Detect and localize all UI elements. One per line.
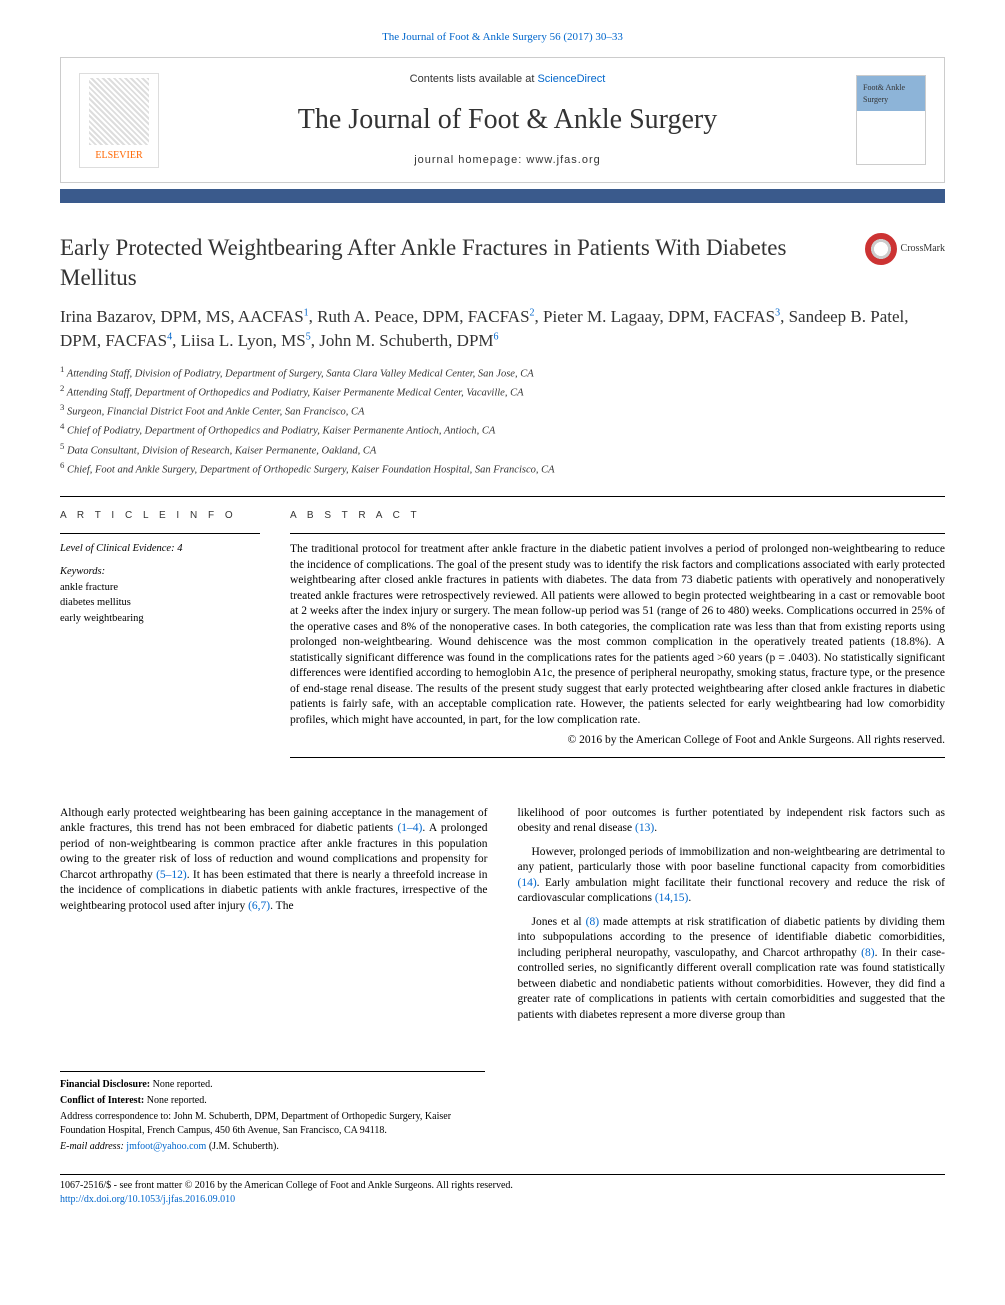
divider [290, 533, 945, 534]
journal-homepage: journal homepage: www.jfas.org [159, 153, 856, 168]
journal-header: ELSEVIER Contents lists available at Sci… [60, 57, 945, 183]
journal-cover-thumb: Foot& Ankle Surgery [856, 75, 926, 165]
article-title: Early Protected Weightbearing After Ankl… [60, 233, 845, 293]
crossmark-badge[interactable]: CrossMark [865, 233, 945, 265]
publisher-name: ELSEVIER [95, 149, 142, 163]
publisher-logo: ELSEVIER [79, 73, 159, 168]
homepage-url[interactable]: www.jfas.org [526, 154, 600, 166]
journal-title: The Journal of Foot & Ankle Surgery [159, 100, 856, 139]
elsevier-tree-icon [89, 78, 149, 145]
affiliations: 1 Attending Staff, Division of Podiatry,… [60, 363, 945, 479]
abstract-text: The traditional protocol for treatment a… [290, 542, 945, 728]
body-left-column: Although early protected weightbearing h… [60, 806, 488, 1032]
keywords-list: ankle fracturediabetes mellitusearly wei… [60, 580, 260, 627]
author-list: Irina Bazarov, DPM, MS, AACFAS1, Ruth A.… [60, 305, 945, 353]
correspondence-address: Address correspondence to: John M. Schub… [60, 1110, 485, 1138]
corresponding-email: E-mail address: jmfoot@yahoo.com (J.M. S… [60, 1140, 485, 1154]
doi-link[interactable]: http://dx.doi.org/10.1053/j.jfas.2016.09… [60, 1194, 235, 1205]
divider [60, 496, 945, 497]
sciencedirect-link[interactable]: ScienceDirect [537, 73, 605, 85]
page-footer: 1067-2516/$ - see front matter © 2016 by… [60, 1174, 945, 1207]
article-info-sidebar: A R T I C L E I N F O Level of Clinical … [60, 509, 260, 765]
body-right-column: likelihood of poor outcomes is further p… [518, 806, 946, 1032]
divider [60, 533, 260, 534]
abstract-copyright: © 2016 by the American College of Foot a… [290, 732, 945, 748]
footnotes: Financial Disclosure: None reported. Con… [60, 1071, 485, 1154]
conflict-of-interest: Conflict of Interest: None reported. [60, 1094, 485, 1108]
article-info-heading: A R T I C L E I N F O [60, 509, 260, 523]
header-accent-bar [60, 189, 945, 203]
financial-disclosure: Financial Disclosure: None reported. [60, 1078, 485, 1092]
abstract-heading: A B S T R A C T [290, 509, 945, 523]
crossmark-icon [865, 233, 897, 265]
header-center: Contents lists available at ScienceDirec… [159, 72, 856, 168]
divider [290, 757, 945, 758]
issn-line: 1067-2516/$ - see front matter © 2016 by… [60, 1179, 945, 1193]
keywords-label: Keywords: [60, 565, 260, 580]
abstract-column: A B S T R A C T The traditional protocol… [290, 509, 945, 765]
body-text: Although early protected weightbearing h… [60, 806, 945, 1032]
email-link[interactable]: jmfoot@yahoo.com [126, 1141, 206, 1152]
level-of-evidence: Level of Clinical Evidence: 4 [60, 542, 260, 557]
contents-available: Contents lists available at ScienceDirec… [159, 72, 856, 87]
journal-reference: The Journal of Foot & Ankle Surgery 56 (… [60, 30, 945, 45]
